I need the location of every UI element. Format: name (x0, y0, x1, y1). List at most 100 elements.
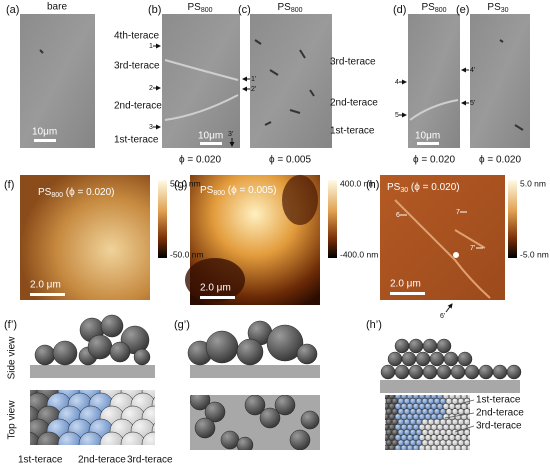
sphere (52, 340, 78, 366)
sphere (120, 431, 146, 445)
panel-label: (d) (393, 4, 406, 16)
sphere (401, 351, 417, 367)
panel-label: (a) (6, 4, 19, 16)
colorbar-min: -400.0 nm (340, 249, 378, 259)
sphere (406, 444, 414, 450)
sphere (34, 344, 56, 366)
sphere (436, 338, 452, 354)
sphere (466, 434, 470, 441)
marker: 3 (149, 124, 153, 131)
colorbar-min: -5.0 nm (520, 249, 549, 259)
sphere (448, 444, 456, 450)
models: (f’) (g’) (h’) Side view Top view 1st-te… (4, 314, 524, 466)
colorbar-max: 5.0 nm (520, 178, 546, 188)
panel-labels: (a) (b) (c) (d) (e) bare PS800 PS800 PS8… (6, 2, 509, 16)
terrace-label: 1st-terace (18, 455, 63, 466)
panel-label: (f) (4, 179, 14, 191)
marker: 2' (251, 86, 256, 93)
terrace-label: 3rd-terace (476, 421, 522, 432)
sphere (429, 351, 445, 367)
afm-labels: (f) (g) (h) PS800 (ϕ = 0.020) PS800 (ϕ =… (4, 178, 549, 320)
terrace-labels: 4th-terace 3rd-terace 2nd-terace 1st-ter… (114, 31, 378, 146)
sphere (394, 364, 410, 380)
marker: 1' (251, 76, 256, 83)
sphere (436, 444, 444, 450)
sphere (236, 338, 264, 366)
panel-title: PS800 (277, 2, 302, 14)
sphere (100, 314, 124, 338)
sphere (205, 330, 239, 364)
sphere (259, 407, 281, 429)
sphere (460, 444, 468, 450)
sphere (454, 444, 462, 450)
sphere (476, 440, 482, 446)
sphere (466, 395, 470, 400)
sphere (415, 351, 431, 367)
sphere (109, 341, 131, 363)
scale-label: 2.0 μm (30, 280, 61, 291)
sphere (380, 364, 396, 380)
sphere (422, 338, 438, 354)
scale-label: 2.0 μm (200, 283, 231, 294)
sphere (418, 444, 426, 450)
terrace-label: 1st-terace (476, 395, 521, 406)
sphere (274, 395, 296, 416)
sphere (300, 410, 320, 430)
side-view-label: Side view (7, 336, 18, 380)
sphere (463, 397, 470, 405)
marker: 6' (440, 313, 445, 320)
sphere (478, 364, 494, 380)
sphere (430, 444, 438, 450)
afm-title: PS800 (ϕ = 0.020) (38, 187, 115, 199)
terrace-label: 1st-terace (330, 126, 375, 137)
panel-label: (b) (148, 4, 161, 16)
marker: 7' (470, 245, 475, 252)
sphere (466, 403, 470, 410)
terrace-label: 4th-terace (114, 31, 159, 42)
scale-label: 10μm (32, 127, 57, 138)
marker: 2 (149, 85, 153, 92)
sphere (408, 364, 424, 380)
panel-label: (f’) (4, 319, 17, 331)
sphere (236, 436, 254, 450)
sphere (436, 364, 452, 380)
marker: 4 (395, 79, 399, 86)
phi-label: ϕ = 0.020 (479, 155, 521, 166)
terrace-label: 3rd-terace (330, 57, 376, 68)
sphere (464, 364, 480, 380)
sphere (466, 413, 470, 421)
marker: 4' (470, 67, 475, 74)
marker: 7 (456, 209, 460, 216)
sphere (450, 364, 466, 380)
panel-title: bare (47, 2, 67, 13)
markers: 1 2 3 1' 2' 3' 4 5 4' 5' (149, 43, 475, 147)
sphere (30, 431, 41, 445)
sphere (87, 334, 113, 360)
panel-label: (g) (174, 179, 187, 191)
sphere (400, 444, 408, 450)
scale-label: 2.0 μm (390, 279, 421, 290)
sphere (463, 439, 470, 447)
terrace-label: 2nd-terace (330, 98, 378, 109)
sphere (204, 401, 226, 423)
sphere (424, 444, 432, 450)
colorbar-max: 50.0 nm (170, 178, 201, 188)
sem-images (20, 14, 530, 148)
sphere (473, 445, 479, 451)
sphere (296, 343, 318, 365)
sphere (408, 338, 424, 354)
sphere (469, 441, 470, 445)
phi-labels: ϕ = 0.020 ϕ = 0.005 ϕ = 0.020 ϕ = 0.020 (179, 155, 521, 166)
sphere (266, 324, 304, 362)
top-view-label: Top view (7, 400, 18, 440)
sphere (387, 351, 403, 367)
afm-title: PS30 (ϕ = 0.020) (387, 182, 460, 194)
terrace-label: 3rd-terace (114, 61, 160, 72)
sphere (78, 431, 104, 445)
marker: 6 (396, 212, 400, 219)
sphere (463, 418, 470, 426)
sphere (244, 395, 266, 416)
panel-label: (h’) (366, 319, 382, 331)
sphere (443, 351, 459, 367)
